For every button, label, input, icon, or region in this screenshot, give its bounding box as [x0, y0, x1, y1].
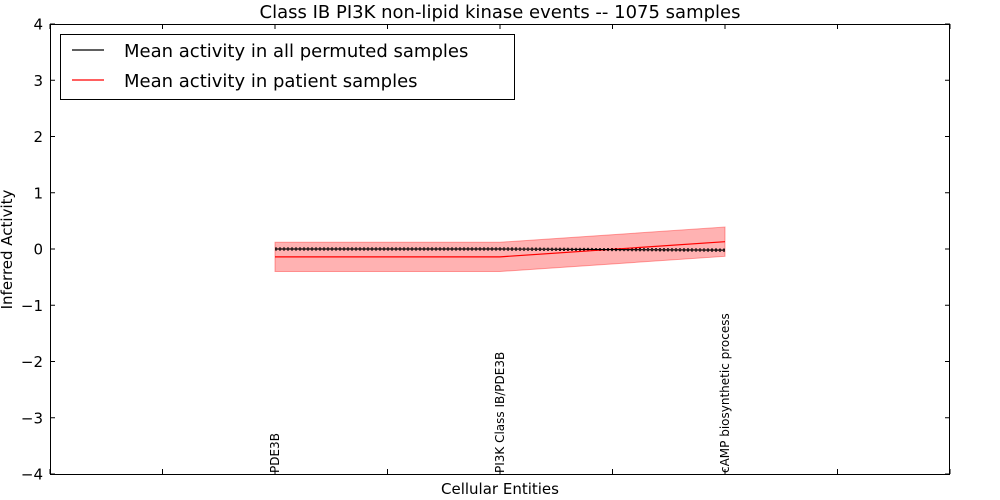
y-tick-label: 3 [33, 72, 43, 90]
y-tick-label: −3 [21, 409, 43, 427]
x-category-label: PI3K Class IB/PDE3B [493, 352, 507, 473]
y-tick-label: −4 [21, 466, 43, 484]
line-series-0 [275, 248, 726, 251]
band-edge-permuted-lower [275, 249, 726, 252]
x-category-label: cAMP biosynthetic process [718, 313, 732, 473]
line-series-1 [275, 241, 726, 258]
y-tick-label: −1 [21, 297, 43, 315]
y-tick-label: 4 [33, 16, 43, 34]
y-tick-label: 2 [33, 128, 43, 146]
legend-label-patient: Mean activity in patient samples [124, 71, 418, 92]
y-tick-label: −2 [21, 353, 43, 371]
legend-box [60, 34, 515, 100]
series-lines [275, 241, 726, 258]
chart-title: Class IB PI3K non-lipid kinase events --… [260, 2, 741, 23]
y-axis: 4 3 2 1 0 −1 −2 −3 −4 [21, 16, 950, 484]
y-tick-label: 1 [33, 184, 43, 202]
legend-label-permuted: Mean activity in all permuted samples [124, 41, 468, 62]
y-tick-label: 0 [33, 241, 43, 259]
y-axis-label: Inferred Activity [0, 189, 16, 309]
legend: Mean activity in all permuted samples Me… [60, 34, 515, 100]
x-axis: PDE3B PI3K Class IB/PDE3B cAMP biosyntheti… [49, 24, 951, 474]
band-edge-permuted-upper [275, 247, 726, 250]
x-category-label: PDE3B [268, 433, 282, 473]
x-axis-label: Cellular Entities [441, 480, 559, 498]
